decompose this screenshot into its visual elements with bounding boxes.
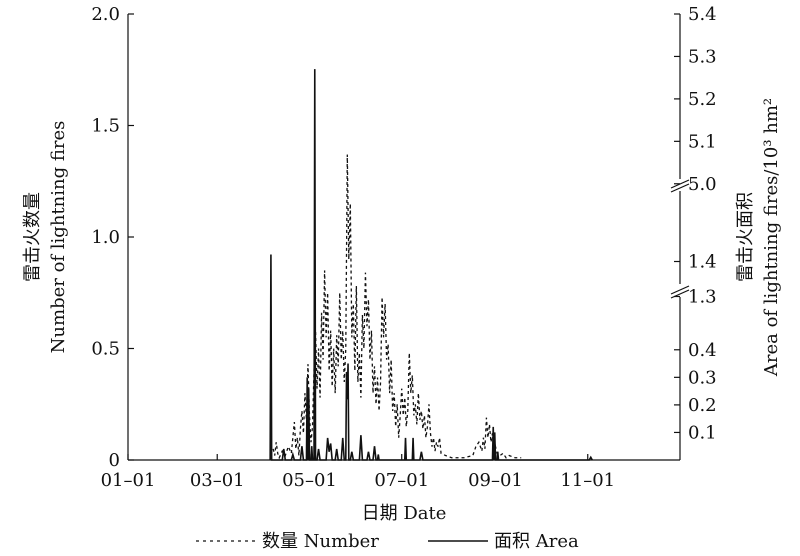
y-right-tick-label: 5.0 — [688, 174, 717, 195]
legend-label-area: 面积 Area — [494, 531, 579, 552]
x-tick-label: 07–01 — [374, 470, 429, 491]
legend: 数量 Number 面积 Area — [196, 531, 579, 552]
y-right-tick-label: 5.4 — [688, 4, 717, 25]
y-right-tick-label: 0.2 — [688, 395, 717, 416]
series-line-area — [269, 69, 593, 461]
y-left-tick-label: 0 — [109, 450, 120, 471]
y-right-tick-label: 5.2 — [688, 89, 717, 110]
y-left-tick-label: 2.0 — [91, 4, 120, 25]
x-tick-label: 01–01 — [101, 470, 156, 491]
y-left-tick-label: 0.5 — [91, 339, 120, 360]
left-axis-title-en: Number of lightning fires — [48, 121, 69, 354]
x-tick-label: 09–01 — [468, 470, 523, 491]
x-tick-label: 11–01 — [560, 470, 615, 491]
axis-break-upper — [670, 179, 690, 193]
right-axis-title-cn: 雷击火面积 — [735, 192, 756, 282]
y-right-tick-label: 0.4 — [688, 340, 717, 361]
y-right-tick-label: 5.3 — [688, 46, 717, 67]
series-layer — [269, 69, 593, 461]
y-right-tick-label: 0.3 — [688, 367, 717, 388]
series-line-number — [272, 154, 522, 460]
y-right-tick-label: 1.4 — [688, 252, 717, 273]
x-tick-label: 05–01 — [282, 470, 337, 491]
x-axis-title: 日期 Date — [362, 503, 447, 524]
right-axis-title-en: Area of lightning fires/10³ hm² — [761, 98, 782, 377]
y-right-tick-label: 1.3 — [688, 287, 717, 308]
x-tick-label: 03–01 — [190, 470, 245, 491]
y-right-tick-label: 0.1 — [688, 422, 717, 443]
ticks: 01–01 03–01 05–01 07–01 09–01 11–01 0 0.5 1.0 1.5… — [91, 4, 716, 491]
left-axis-title-cn: 雷击火数量 — [22, 192, 43, 282]
y-left-tick-label: 1.5 — [91, 116, 120, 137]
y-left-tick-label: 1.0 — [91, 227, 120, 248]
legend-label-number: 数量 Number — [262, 531, 379, 552]
y-right-tick-label: 5.1 — [688, 131, 717, 152]
